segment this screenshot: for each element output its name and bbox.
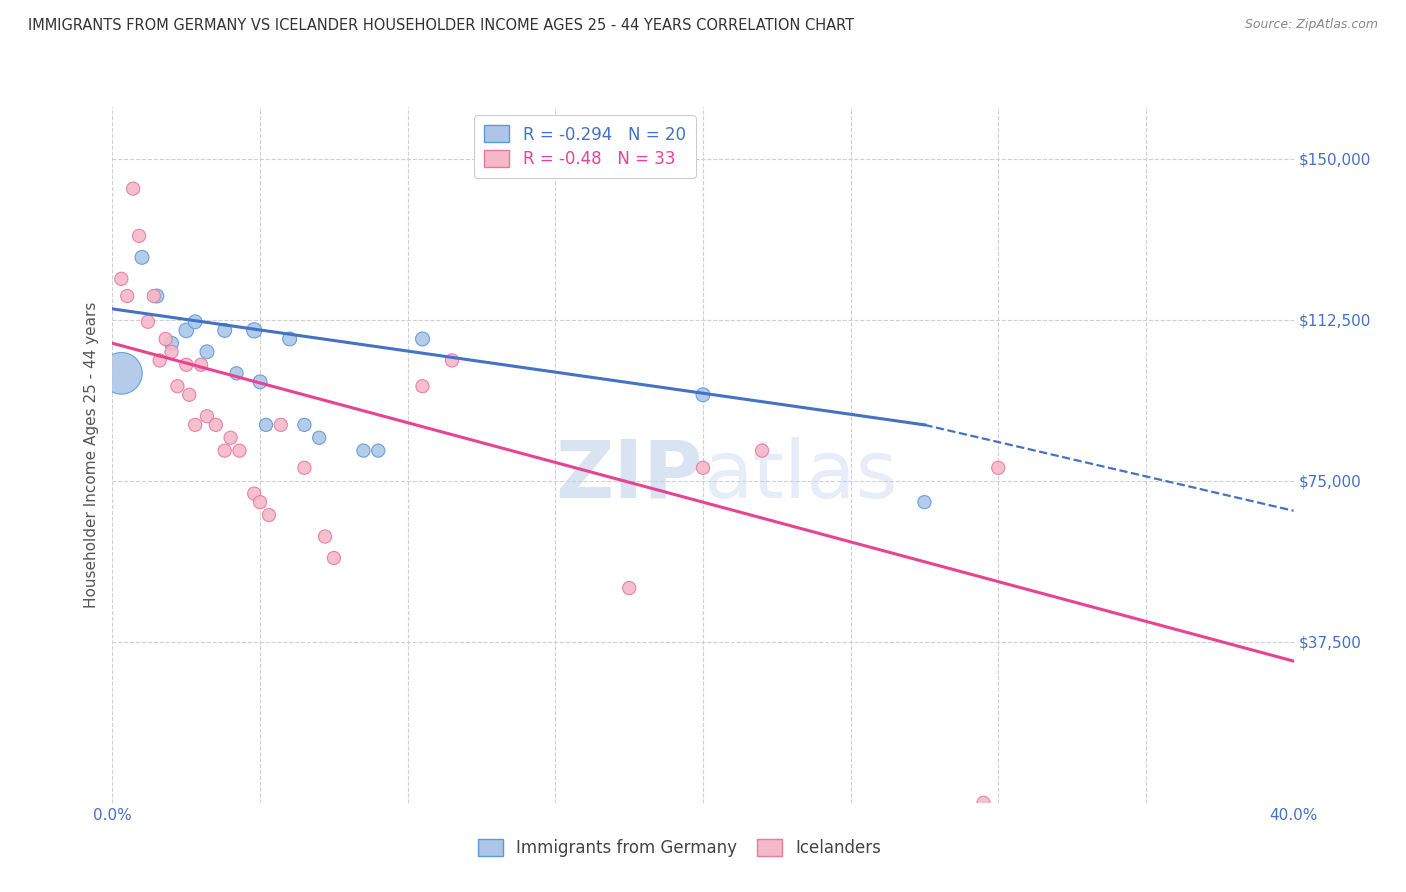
Point [214,443,236,458]
Point [257,508,280,522]
Point [243,486,266,500]
Point [166,379,188,393]
Point [308,431,330,445]
Point [270,417,292,432]
Legend: Immigrants from Germany, Icelanders: Immigrants from Germany, Icelanders [471,832,887,864]
Point [160,336,183,351]
Point [214,323,236,337]
Point [314,529,336,543]
Point [131,251,153,265]
Point [195,344,218,359]
Point [987,460,1010,475]
Point [692,460,714,475]
Point [751,443,773,458]
Point [219,431,242,445]
Point [352,443,374,458]
Point [110,367,132,381]
Point [278,332,301,346]
Point [117,289,138,303]
Text: IMMIGRANTS FROM GERMANY VS ICELANDER HOUSEHOLDER INCOME AGES 25 - 44 YEARS CORRE: IMMIGRANTS FROM GERMANY VS ICELANDER HOU… [28,18,855,33]
Text: atlas: atlas [703,437,897,515]
Point [160,344,183,359]
Point [128,228,150,243]
Point [179,388,201,402]
Point [367,443,389,458]
Point [228,443,250,458]
Point [441,353,464,368]
Y-axis label: Householder Income Ages 25 - 44 years: Householder Income Ages 25 - 44 years [83,301,98,608]
Point [411,379,433,393]
Point [142,289,165,303]
Point [155,332,177,346]
Point [292,417,315,432]
Point [225,367,247,381]
Point [195,409,218,424]
Point [184,417,207,432]
Text: ZIP: ZIP [555,437,703,515]
Point [249,495,271,509]
Point [205,417,228,432]
Point [136,315,159,329]
Point [411,332,433,346]
Point [122,181,145,195]
Point [914,495,936,509]
Point [174,323,197,337]
Point [292,460,315,475]
Point [190,358,212,372]
Point [149,353,172,368]
Point [973,796,995,810]
Point [254,417,277,432]
Point [174,358,197,372]
Point [692,388,714,402]
Point [619,581,641,595]
Point [184,315,207,329]
Point [146,289,169,303]
Point [110,272,132,286]
Point [243,323,266,337]
Text: Source: ZipAtlas.com: Source: ZipAtlas.com [1244,18,1378,31]
Point [249,375,271,389]
Point [323,551,346,566]
